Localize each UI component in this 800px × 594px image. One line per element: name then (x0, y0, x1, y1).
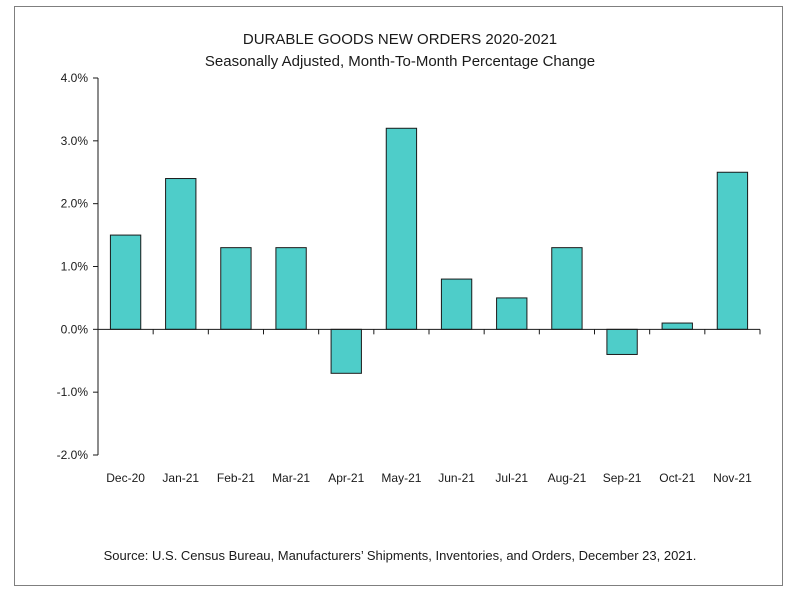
y-tick-label: 1.0% (61, 260, 89, 274)
x-tick-label: Jun-21 (438, 471, 475, 485)
x-tick-label: Oct-21 (659, 471, 695, 485)
bar-aug-21 (551, 247, 583, 330)
source-note: Source: U.S. Census Bureau, Manufacturer… (103, 548, 697, 563)
bar-jul-21 (496, 297, 528, 330)
x-tick-label: Feb-21 (217, 471, 255, 485)
bar-nov-21 (716, 171, 749, 330)
bar-mar-21 (275, 247, 307, 330)
y-tick-label: 2.0% (61, 197, 89, 211)
y-tick-label: 0.0% (61, 322, 89, 336)
x-tick-label: Aug-21 (548, 471, 587, 485)
bar-sep-21 (606, 328, 638, 355)
x-tick-label: Mar-21 (272, 471, 310, 485)
chart-subtitle: Seasonally Adjusted, Month-To-Month Perc… (204, 53, 596, 70)
x-tick-label: Jul-21 (495, 471, 528, 485)
bar-oct-21 (661, 322, 693, 330)
bar-jun-21 (440, 278, 473, 330)
bar-may-21 (385, 127, 418, 330)
x-tick-label: Jan-21 (162, 471, 199, 485)
bar-apr-21 (330, 328, 362, 374)
bar-dec-20 (109, 234, 142, 330)
bars (109, 127, 749, 374)
bar-jan-21 (165, 178, 197, 330)
x-tick-label: Apr-21 (328, 471, 364, 485)
bar-feb-21 (220, 247, 252, 330)
x-tick-label: Dec-20 (106, 471, 145, 485)
y-tick-label: -1.0% (57, 385, 89, 399)
y-tick-label: 3.0% (61, 134, 89, 148)
x-tick-label: Nov-21 (713, 471, 752, 485)
y-tick-label: -2.0% (57, 448, 89, 462)
y-axis: 4.0% 3.0% 2.0% 1.0% 0.0% -1.0% -2.0% (57, 71, 99, 462)
chart-title: DURABLE GOODS NEW ORDERS 2020-2021 (242, 31, 558, 48)
y-tick-label: 4.0% (61, 71, 89, 85)
x-tick-label: May-21 (381, 471, 421, 485)
x-axis: Dec-20 Jan-21 Feb-21 Mar-21 Apr-21 May-21 Jun-… (97, 328, 761, 485)
x-tick-label: Sep-21 (603, 471, 642, 485)
